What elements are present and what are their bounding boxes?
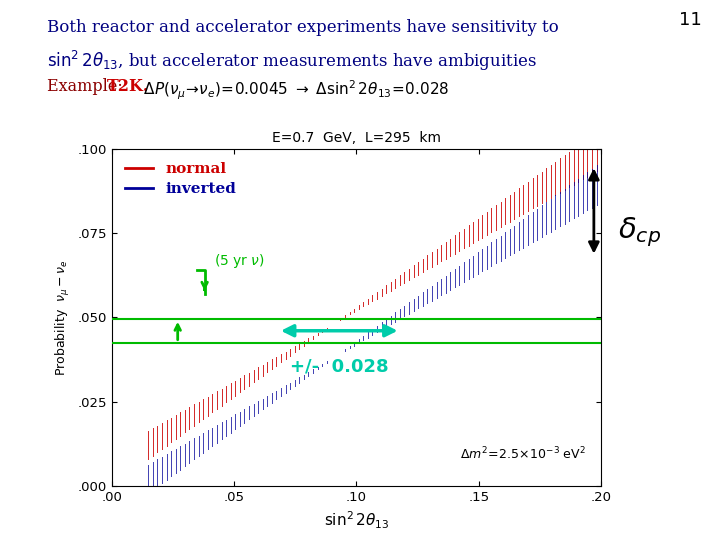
Title: E=0.7  GeV,  L=295  km: E=0.7 GeV, L=295 km [272, 131, 441, 145]
Text: $\Delta m^2\!=\!2.5\!\times\!10^{-3}$ eV$^2$: $\Delta m^2\!=\!2.5\!\times\!10^{-3}$ eV… [460, 446, 586, 462]
Text: T2K.: T2K. [107, 78, 149, 95]
Text: +/-  0.028: +/- 0.028 [290, 357, 389, 376]
Text: $\delta_{cp}$: $\delta_{cp}$ [618, 215, 661, 249]
Legend: normal, inverted: normal, inverted [120, 156, 242, 202]
Text: (5 yr $\nu$): (5 yr $\nu$) [215, 252, 266, 270]
Text: $\sin^2 2\theta_{13}$, but accelerator measurements have ambiguities: $\sin^2 2\theta_{13}$, but accelerator m… [47, 49, 537, 73]
Text: Both reactor and accelerator experiments have sensitivity to: Both reactor and accelerator experiments… [47, 19, 559, 36]
Text: 11: 11 [679, 11, 702, 29]
Text: $\Delta P(\nu_\mu \!\rightarrow\! \nu_e)\!=\!0.0045$ $\rightarrow$ $\Delta\sin^2: $\Delta P(\nu_\mu \!\rightarrow\! \nu_e)… [134, 78, 449, 102]
Y-axis label: Probability  $\nu_\mu - \nu_e$: Probability $\nu_\mu - \nu_e$ [54, 259, 72, 376]
X-axis label: $\sin^2 2\theta_{13}$: $\sin^2 2\theta_{13}$ [324, 509, 389, 531]
Text: Example:: Example: [47, 78, 127, 95]
